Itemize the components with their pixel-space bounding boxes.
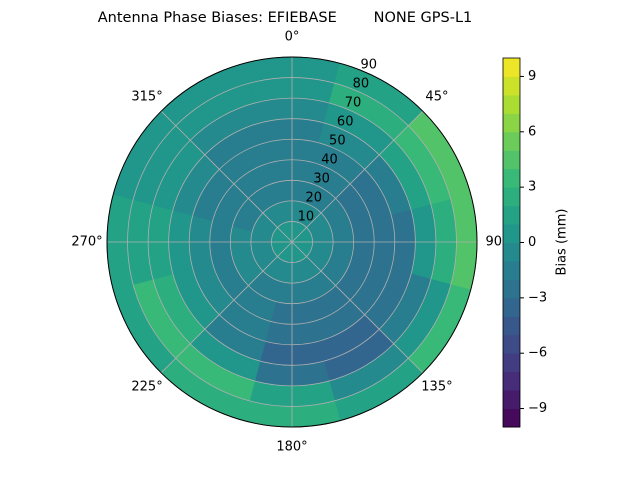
r-tick-label: 40	[321, 153, 338, 168]
r-tick-label: 50	[329, 134, 346, 149]
r-tick-label: 90	[361, 58, 378, 73]
colorbar-band	[503, 131, 520, 151]
colorbar-label: Bias (mm)	[555, 209, 570, 276]
r-tick-label: 30	[313, 172, 330, 187]
colorbar-band	[503, 168, 520, 188]
colorbar-band	[503, 187, 520, 207]
theta-tick-label: 45°	[425, 90, 448, 105]
colorbar-tick-label: 6	[528, 124, 536, 139]
r-tick-label: 80	[353, 77, 370, 92]
theta-tick-label: 0°	[285, 30, 300, 45]
colorbar-band	[503, 94, 520, 114]
colorbar-tick-label: 0	[528, 235, 536, 250]
chart-title: Antenna Phase Biases: EFIEBASE NONE GPS-…	[98, 10, 473, 26]
grid-spoke	[160, 241, 293, 374]
colorbar-tick-label: 9	[528, 69, 536, 84]
theta-tick-label: 225°	[131, 379, 162, 394]
r-tick-label: 10	[298, 210, 315, 225]
theta-tick-label: 270°	[71, 235, 102, 250]
theta-tick-label: 135°	[421, 379, 452, 394]
r-tick-label: 70	[345, 96, 362, 111]
grid-spoke	[291, 241, 424, 374]
grid-spoke	[291, 110, 424, 243]
polar-frame	[106, 56, 478, 428]
colorbar-tick-label: −3	[528, 290, 547, 305]
theta-tick-label: 180°	[276, 440, 307, 455]
colorbar-band	[503, 353, 520, 373]
colorbar-band	[503, 205, 520, 225]
colorbar-band	[503, 224, 520, 243]
colorbar-band	[503, 371, 520, 391]
colorbar-band	[503, 408, 520, 428]
theta-tick-label: 315°	[131, 90, 162, 105]
colorbar-band	[503, 316, 520, 336]
colorbar-tick-label: −9	[528, 401, 547, 416]
colorbar-band	[503, 334, 520, 354]
r-tick-label: 60	[337, 115, 354, 130]
grid-spoke	[160, 110, 293, 243]
colorbar-band	[503, 58, 520, 77]
r-tick-label: 20	[305, 191, 322, 206]
colorbar-band	[503, 390, 520, 410]
colorbar-tick-label: −6	[528, 346, 547, 361]
colorbar-band	[503, 279, 520, 299]
colorbar-band	[503, 76, 520, 96]
colorbar-band	[503, 113, 520, 133]
colorbar-band	[503, 260, 520, 280]
colorbar-band	[503, 150, 520, 170]
colorbar-tick-label: 3	[528, 180, 536, 195]
colorbar-band	[503, 297, 520, 317]
colorbar-band	[503, 242, 520, 262]
